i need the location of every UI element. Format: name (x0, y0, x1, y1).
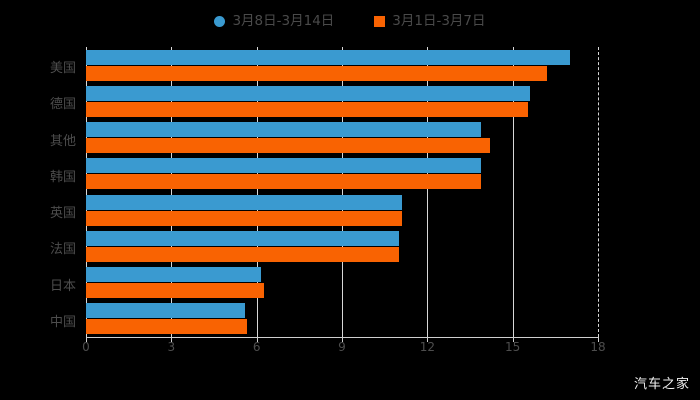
legend-item-label: 3月8日-3月14日 (232, 13, 335, 29)
x-axis-tick-label: 18 (590, 340, 606, 354)
bar-group (86, 85, 598, 117)
x-axis-tick (342, 337, 343, 342)
x-axis-tick-label: 3 (167, 340, 176, 354)
bar[interactable] (86, 246, 399, 262)
bar-group (86, 230, 598, 262)
bar[interactable] (86, 303, 246, 319)
x-axis-tick-label: 9 (338, 340, 346, 354)
bar[interactable] (86, 49, 570, 65)
y-axis-tick-label: 美国 (49, 61, 76, 77)
bar[interactable] (86, 85, 530, 101)
bar-group (86, 158, 598, 190)
y-axis-tick-label: 日本 (49, 278, 76, 294)
bar[interactable] (86, 210, 402, 226)
bar[interactable] (86, 138, 490, 154)
legend-item-1[interactable]: 3月1日-3月7日 (374, 13, 486, 29)
y-axis-tick-label: 其他 (49, 133, 76, 149)
bar[interactable] (86, 174, 482, 190)
bar[interactable] (86, 230, 399, 246)
x-axis-tick (86, 337, 87, 342)
bar[interactable] (86, 194, 402, 210)
y-axis-tick-label: 法国 (49, 242, 76, 258)
bar[interactable] (86, 267, 261, 283)
x-axis-tick-label: 12 (419, 340, 435, 354)
bar-group (86, 49, 598, 81)
gridline (86, 47, 87, 337)
legend-item-0[interactable]: 3月8日-3月14日 (214, 14, 334, 28)
bar-group (86, 122, 598, 154)
bar-group (86, 267, 598, 299)
gridline (512, 47, 514, 337)
y-axis-labels: 美国德国其他韩国英国法国日本中国 (0, 47, 700, 337)
x-axis-tick (512, 337, 514, 342)
legend-item-label: 3月1日-3月7日 (392, 13, 486, 29)
x-axis-tick (256, 337, 258, 342)
bar[interactable] (86, 122, 482, 138)
y-axis-tick-label: 英国 (49, 206, 76, 222)
chart-legend: 3月8日-3月14日 3月1日-3月7日 (0, 8, 700, 34)
y-axis-tick-label: 德国 (49, 97, 76, 113)
bar-series-container (86, 47, 598, 337)
x-axis-tick-label: 0 (82, 340, 90, 354)
watermark: 汽车之家 (633, 377, 690, 392)
y-axis-tick-label: 韩国 (49, 169, 76, 185)
gridline (427, 47, 429, 337)
x-axis-tick (171, 337, 173, 342)
y-axis-tick-label: 中国 (49, 314, 76, 330)
bar[interactable] (86, 319, 247, 335)
gridline (256, 47, 258, 337)
x-axis-tick (598, 337, 599, 342)
bar-group (86, 194, 598, 226)
legend-marker-circle-icon (214, 15, 226, 27)
bar[interactable] (86, 283, 264, 299)
gridline (171, 47, 173, 337)
x-axis-tick (427, 337, 429, 342)
legend-marker-square-icon (374, 15, 386, 27)
gridline (342, 47, 343, 337)
gridline (598, 47, 599, 337)
bar[interactable] (86, 101, 529, 117)
x-axis-tick-label: 15 (505, 340, 521, 354)
bar[interactable] (86, 65, 547, 81)
x-axis-tick-label: 6 (252, 340, 261, 354)
bar[interactable] (86, 158, 482, 174)
bar-group (86, 303, 598, 335)
plot-area (86, 47, 599, 337)
